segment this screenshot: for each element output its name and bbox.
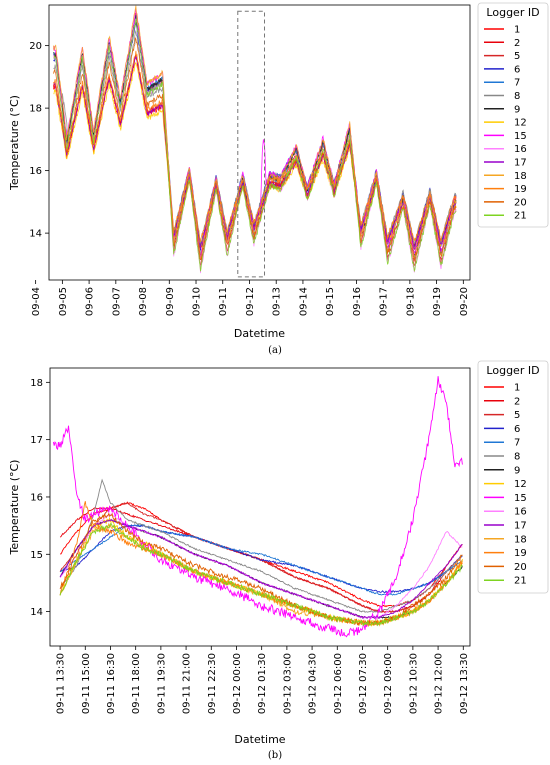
legend-entry: 1	[514, 25, 520, 36]
legend-entry: 16	[514, 507, 527, 518]
x-tick-label: 09-12	[245, 287, 256, 316]
y-tick-label: 15	[30, 550, 43, 561]
legend-entry: 2	[514, 396, 520, 407]
x-tick-label: 09-06	[85, 287, 96, 316]
x-tick-label: 09-11 19:30	[156, 653, 167, 714]
legend-entry: 20	[514, 562, 527, 573]
legend-entry: 2	[514, 38, 520, 49]
y-tick-label: 18	[29, 104, 42, 115]
legend-entry: 21	[514, 576, 527, 587]
series-line-21	[53, 18, 457, 273]
legend-entry: 8	[514, 452, 520, 463]
legend-entry: 18	[514, 171, 527, 182]
series-line-9	[59, 518, 463, 619]
x-tick-label: 09-12 00:00	[232, 653, 243, 714]
x-tick-label: 09-12 03:00	[282, 653, 293, 714]
x-tick-label: 09-15	[325, 287, 336, 316]
series-line-17	[59, 518, 463, 619]
y-tick-label: 16	[30, 492, 43, 503]
x-tick-label: 09-11	[218, 287, 229, 316]
x-tick-label: 09-11 22:30	[207, 653, 218, 714]
highlight-box	[237, 10, 266, 278]
legend-entry: 18	[514, 534, 527, 545]
x-tick-label: 09-12 01:30	[257, 653, 268, 714]
x-tick-label: 09-05	[58, 287, 69, 316]
x-tick-label: 09-11 13:30	[56, 653, 67, 714]
x-tick-label: 09-10	[192, 287, 203, 316]
legend-entry: 19	[514, 184, 527, 195]
x-tick-label: 09-12 04:30	[308, 653, 319, 714]
x-tick-label: 09-20	[459, 287, 470, 316]
legend-entry: 19	[514, 548, 527, 559]
panel-a-caption: (a)	[268, 345, 282, 356]
x-tick-label: 09-11 15:00	[81, 653, 92, 714]
legend-entry: 7	[514, 78, 520, 89]
plot-frame	[49, 367, 471, 647]
legend-entry: 17	[514, 521, 527, 532]
legend-entry: 7	[514, 438, 520, 449]
series-line-17	[53, 55, 457, 250]
legend-entry: 1	[514, 383, 520, 394]
x-tick-label: 09-12 07:30	[358, 653, 369, 714]
x-tick-label: 09-12 12:00	[434, 653, 445, 714]
x-tick-label: 09-13	[272, 287, 283, 316]
x-tick-label: 09-11 16:30	[106, 653, 117, 714]
legend-entry: 12	[514, 479, 527, 490]
legend-title: Logger ID	[486, 6, 539, 19]
y-axis-label: Temperature (°C)	[8, 95, 21, 191]
x-tick-label: 09-12 06:00	[333, 653, 344, 714]
x-tick-label: 09-08	[138, 287, 149, 316]
legend-entry: 20	[514, 197, 527, 208]
legend-title: Logger ID	[486, 364, 539, 377]
x-tick-label: 09-07	[111, 287, 122, 316]
series-line-21	[59, 523, 463, 627]
series-line-19	[53, 50, 457, 242]
x-tick-label: 09-12 13:30	[459, 653, 470, 714]
legend-entry: 8	[514, 91, 520, 102]
legend-entry: 6	[514, 424, 520, 435]
plot-frame	[48, 4, 471, 281]
y-axis-label: Temperature (°C)	[8, 460, 21, 556]
legend-box	[477, 2, 549, 228]
x-tick-label: 09-12 10:30	[408, 653, 419, 714]
y-tick-label: 20	[29, 41, 42, 52]
legend-entry: 15	[514, 493, 527, 504]
legend-entry: 21	[514, 211, 527, 222]
legend-entry: 6	[514, 64, 520, 75]
legend-entry: 5	[514, 410, 520, 421]
x-tick-label: 09-17	[379, 287, 390, 316]
legend-box	[477, 360, 549, 594]
x-tick-label: 09-11 21:00	[182, 653, 193, 714]
y-tick-label: 17	[30, 435, 43, 446]
x-axis-label: Datetime	[234, 327, 285, 340]
x-tick-label: 09-14	[298, 287, 309, 316]
legend-entry: 15	[514, 131, 527, 142]
legend-entry: 9	[514, 104, 520, 115]
y-tick-label: 18	[30, 378, 43, 389]
legend-entry: 5	[514, 51, 520, 62]
x-tick-label: 09-09	[165, 287, 176, 316]
panel-b-caption: (b)	[268, 750, 282, 761]
x-tick-label: 09-12 09:00	[383, 653, 394, 714]
legend-entry: 17	[514, 158, 527, 169]
x-tick-label: 09-18	[405, 287, 416, 316]
y-tick-label: 16	[29, 166, 42, 177]
series-line-20	[53, 36, 457, 262]
y-tick-label: 14	[30, 607, 43, 618]
x-axis-label: Datetime	[234, 733, 285, 746]
legend-entry: 9	[514, 465, 520, 476]
x-tick-label: 09-04	[31, 287, 42, 316]
x-tick-label: 09-16	[352, 287, 363, 316]
x-tick-label: 09-19	[432, 287, 443, 316]
legend-entry: 16	[514, 144, 527, 155]
x-tick-label: 09-11 18:00	[131, 653, 142, 714]
legend-entry: 12	[514, 118, 527, 129]
series-line-8	[60, 478, 463, 613]
y-tick-label: 14	[29, 229, 42, 240]
